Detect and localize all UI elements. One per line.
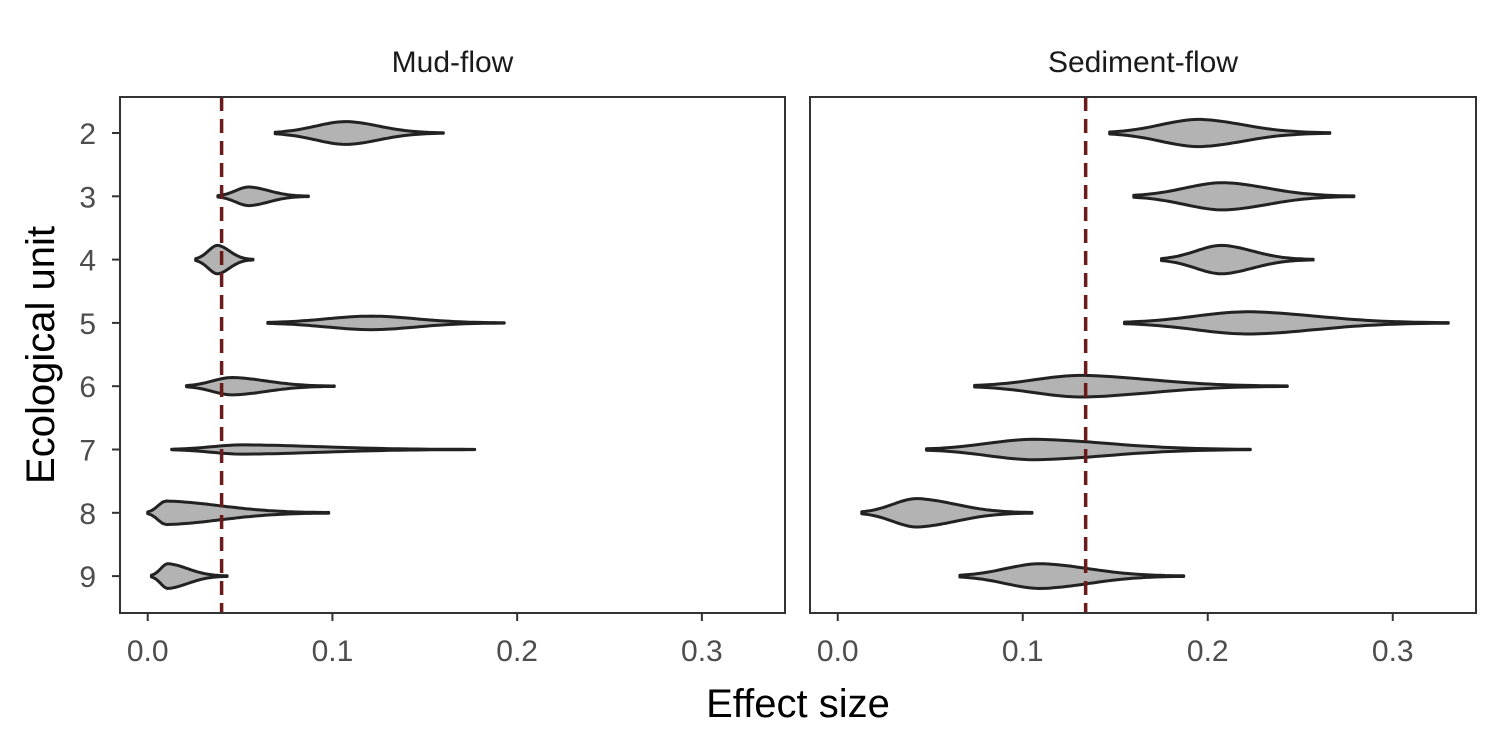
panel-title: Sediment-flow: [1048, 46, 1238, 79]
y-tick-label: 6: [79, 371, 96, 404]
violin-unit-4: [1160, 243, 1315, 276]
violin-unit-5: [1123, 310, 1450, 336]
x-tick-label: 0.1: [312, 635, 354, 668]
violin-unit-3: [1132, 181, 1356, 212]
x-tick-label: 0.3: [1372, 635, 1414, 668]
panel-border: [119, 96, 786, 614]
x-tick-label: 0.2: [496, 635, 538, 668]
violin-unit-8: [146, 499, 331, 527]
x-tick-label: 0.0: [817, 635, 859, 668]
violin-unit-8: [860, 497, 1034, 529]
y-tick-label: 8: [79, 498, 96, 531]
violin-unit-5: [266, 314, 506, 332]
violin-unit-4: [194, 243, 255, 276]
panel-sediment-flow: Sediment-flow 0.0 0.1 0.2 0.3: [809, 46, 1477, 668]
violin-unit-6: [973, 373, 1289, 399]
x-axis-title: Effect size: [706, 682, 890, 726]
y-tick-label: 3: [79, 181, 96, 214]
violin-unit-2: [1108, 117, 1332, 149]
violin-unit-6: [185, 376, 336, 397]
y-tick-label: 9: [79, 561, 96, 594]
x-tick-label: 0.2: [1187, 635, 1229, 668]
violin-unit-9: [149, 562, 229, 590]
violin-unit-3: [216, 185, 310, 208]
violin-unit-2: [273, 120, 445, 146]
y-tick-label: 2: [79, 118, 96, 151]
y-tick-label: 5: [79, 308, 96, 341]
violin-unit-9: [958, 562, 1186, 590]
violin-unit-7: [170, 443, 477, 456]
x-tick-label: 0.1: [1002, 635, 1044, 668]
y-axis-title: Ecological unit: [19, 226, 63, 484]
violin-unit-7: [925, 437, 1252, 462]
x-tick-label: 0.0: [127, 635, 169, 668]
panel-title: Mud-flow: [392, 46, 514, 79]
y-tick-label: 4: [79, 245, 96, 278]
panel-mud-flow: Mud-flow 0.0 0.1 0.2 0.3 2 3 4 5 6 7 8 9: [79, 46, 786, 668]
x-tick-label: 0.3: [681, 635, 723, 668]
y-tick-label: 7: [79, 435, 96, 468]
panel-border: [809, 96, 1477, 614]
